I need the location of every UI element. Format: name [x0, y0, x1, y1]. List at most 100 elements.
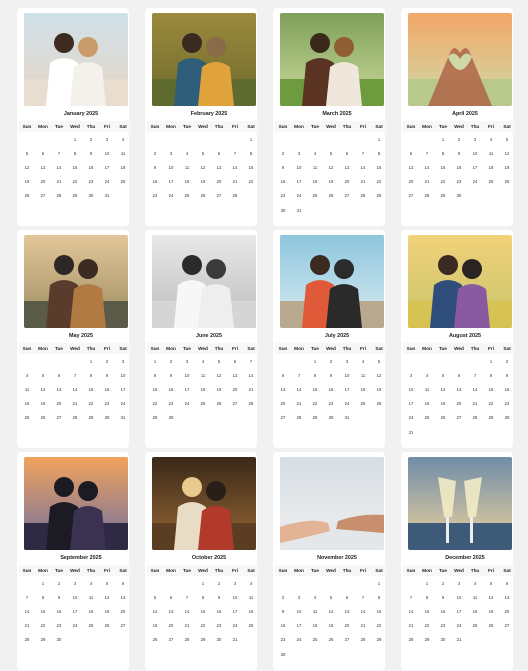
day-cell[interactable]: 22	[88, 401, 94, 407]
day-cell[interactable]: 27	[280, 415, 286, 421]
day-cell[interactable]: 19	[328, 623, 334, 629]
day-cell[interactable]: 24	[296, 193, 302, 199]
day-cell[interactable]: 18	[88, 608, 94, 614]
day-cell[interactable]: 23	[216, 623, 222, 629]
day-cell[interactable]: 17	[184, 386, 190, 392]
day-cell[interactable]: 7	[185, 594, 189, 600]
day-cell[interactable]: 20	[456, 401, 462, 407]
day-cell[interactable]: 26	[328, 637, 334, 643]
day-cell[interactable]: 4	[249, 580, 253, 586]
day-cell[interactable]: 2	[505, 358, 509, 364]
day-cell[interactable]: 19	[328, 179, 334, 185]
day-cell[interactable]: 15	[376, 608, 382, 614]
day-cell[interactable]: 24	[120, 401, 126, 407]
day-cell[interactable]: 10	[232, 594, 238, 600]
day-cell[interactable]: 29	[88, 415, 94, 421]
day-cell[interactable]: 29	[376, 193, 382, 199]
day-cell[interactable]: 23	[280, 193, 286, 199]
day-cell[interactable]: 20	[344, 623, 350, 629]
day-cell[interactable]: 4	[185, 150, 189, 156]
day-cell[interactable]: 4	[361, 358, 365, 364]
day-cell[interactable]: 31	[456, 637, 462, 643]
day-cell[interactable]: 16	[280, 623, 286, 629]
day-cell[interactable]: 25	[24, 415, 30, 421]
day-cell[interactable]: 26	[328, 193, 334, 199]
day-cell[interactable]: 8	[377, 594, 381, 600]
day-cell[interactable]: 6	[345, 150, 349, 156]
day-cell[interactable]: 20	[216, 179, 222, 185]
day-cell[interactable]: 29	[40, 637, 46, 643]
day-cell[interactable]: 12	[488, 594, 494, 600]
day-cell[interactable]: 22	[248, 179, 254, 185]
day-cell[interactable]: 2	[329, 358, 333, 364]
day-cell[interactable]: 1	[153, 358, 157, 364]
day-cell[interactable]: 7	[361, 150, 365, 156]
day-cell[interactable]: 12	[328, 608, 334, 614]
day-cell[interactable]: 20	[120, 608, 126, 614]
day-cell[interactable]: 28	[56, 193, 62, 199]
day-cell[interactable]: 18	[360, 386, 366, 392]
day-cell[interactable]: 18	[312, 179, 318, 185]
day-cell[interactable]: 3	[297, 594, 301, 600]
day-cell[interactable]: 24	[104, 179, 110, 185]
day-cell[interactable]: 14	[232, 164, 238, 170]
day-cell[interactable]: 4	[313, 594, 317, 600]
day-cell[interactable]: 21	[248, 386, 254, 392]
day-cell[interactable]: 22	[40, 623, 46, 629]
day-cell[interactable]: 7	[297, 372, 301, 378]
day-cell[interactable]: 9	[105, 372, 109, 378]
day-cell[interactable]: 27	[456, 415, 462, 421]
day-cell[interactable]: 1	[249, 136, 253, 142]
day-cell[interactable]: 16	[440, 608, 446, 614]
day-cell[interactable]: 14	[296, 386, 302, 392]
day-cell[interactable]: 22	[72, 179, 78, 185]
day-cell[interactable]: 2	[89, 136, 93, 142]
day-cell[interactable]: 19	[200, 179, 206, 185]
day-cell[interactable]: 19	[216, 386, 222, 392]
day-cell[interactable]: 4	[25, 372, 29, 378]
day-cell[interactable]: 21	[360, 623, 366, 629]
day-cell[interactable]: 23	[152, 193, 158, 199]
day-cell[interactable]: 28	[72, 415, 78, 421]
day-cell[interactable]: 8	[73, 150, 77, 156]
day-cell[interactable]: 5	[489, 580, 493, 586]
day-cell[interactable]: 11	[312, 608, 318, 614]
day-cell[interactable]: 3	[473, 136, 477, 142]
day-cell[interactable]: 19	[152, 623, 158, 629]
day-cell[interactable]: 25	[120, 179, 126, 185]
day-cell[interactable]: 6	[121, 580, 125, 586]
day-cell[interactable]: 30	[56, 637, 62, 643]
day-cell[interactable]: 15	[72, 164, 78, 170]
day-cell[interactable]: 24	[344, 401, 350, 407]
day-cell[interactable]: 25	[200, 401, 206, 407]
day-cell[interactable]: 27	[216, 193, 222, 199]
day-cell[interactable]: 30	[440, 637, 446, 643]
day-cell[interactable]: 5	[329, 594, 333, 600]
day-cell[interactable]: 4	[425, 372, 429, 378]
day-cell[interactable]: 13	[408, 164, 414, 170]
day-cell[interactable]: 20	[40, 179, 46, 185]
day-cell[interactable]: 8	[377, 150, 381, 156]
day-cell[interactable]: 7	[361, 594, 365, 600]
day-cell[interactable]: 13	[504, 594, 510, 600]
day-cell[interactable]: 5	[441, 372, 445, 378]
day-cell[interactable]: 12	[216, 372, 222, 378]
day-cell[interactable]: 28	[360, 193, 366, 199]
day-cell[interactable]: 23	[56, 623, 62, 629]
day-cell[interactable]: 10	[296, 608, 302, 614]
day-cell[interactable]: 30	[168, 415, 174, 421]
day-cell[interactable]: 28	[360, 637, 366, 643]
day-cell[interactable]: 3	[233, 580, 237, 586]
day-cell[interactable]: 29	[312, 415, 318, 421]
day-cell[interactable]: 26	[488, 623, 494, 629]
day-cell[interactable]: 12	[376, 372, 382, 378]
day-cell[interactable]: 3	[297, 150, 301, 156]
day-cell[interactable]: 16	[104, 386, 110, 392]
day-cell[interactable]: 5	[153, 594, 157, 600]
day-cell[interactable]: 9	[457, 150, 461, 156]
day-cell[interactable]: 8	[89, 372, 93, 378]
day-cell[interactable]: 14	[248, 372, 254, 378]
day-cell[interactable]: 26	[200, 193, 206, 199]
day-cell[interactable]: 1	[201, 580, 205, 586]
day-cell[interactable]: 9	[217, 594, 221, 600]
